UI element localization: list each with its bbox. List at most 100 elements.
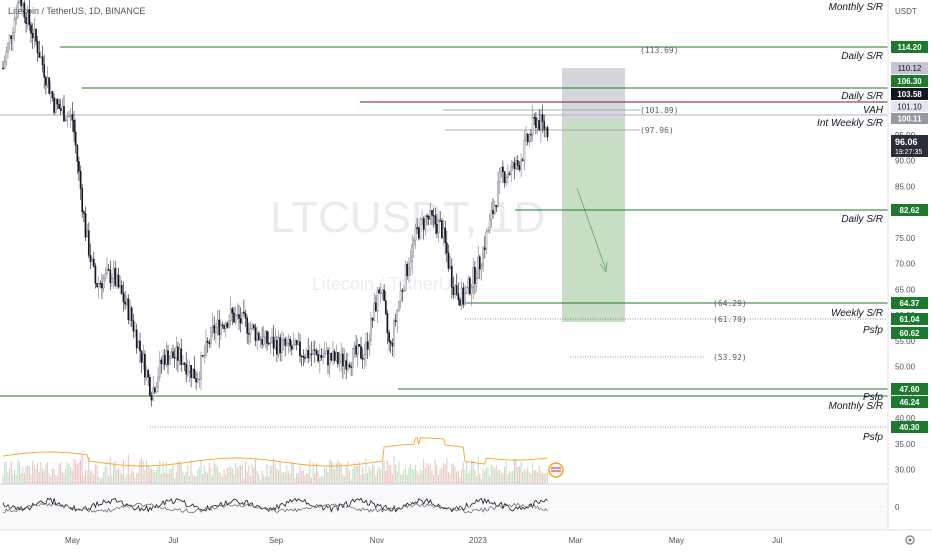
candle-body (342, 353, 344, 367)
volume-bar (81, 453, 83, 484)
candle-body (323, 353, 326, 357)
volume-bar (497, 470, 499, 484)
tag-40-bg (891, 421, 928, 433)
candle-body (447, 252, 450, 269)
volume-bar (104, 466, 106, 484)
volume-bar (185, 471, 187, 484)
volume-bar (89, 470, 91, 484)
candle-body (276, 340, 278, 355)
volume-bar (66, 462, 68, 484)
volume-bar (154, 472, 156, 484)
label-46: Monthly S/R (829, 401, 883, 412)
candle-body (150, 394, 153, 401)
candle-body (518, 165, 521, 170)
candle-body (470, 287, 473, 294)
volume-bar (340, 463, 342, 484)
projection-arrow (576, 187, 607, 271)
volume-bar (466, 461, 468, 484)
volume-bar (149, 467, 151, 484)
candle-body (544, 127, 547, 130)
candle-body (163, 355, 166, 365)
volume-bar (141, 457, 143, 484)
volume-bar (330, 460, 332, 484)
volume-bar (380, 469, 382, 484)
candle-body (520, 159, 522, 170)
candle-body (523, 139, 526, 161)
volume-bar (292, 463, 294, 484)
candle-body (404, 264, 407, 291)
annotation-97: (97.96) (640, 126, 674, 135)
candle-body (507, 173, 509, 179)
candle-body (533, 117, 536, 119)
candle-body (73, 119, 75, 133)
volume-bar (4, 461, 6, 484)
volume-bar (147, 464, 149, 484)
tag-46-bg (891, 396, 928, 408)
candle-body (348, 364, 351, 367)
volume-bar (409, 463, 411, 484)
volume-bar (78, 462, 80, 484)
volume-bar (289, 474, 291, 484)
candle-body (173, 357, 176, 359)
candle-body (356, 344, 359, 355)
candle-body (302, 356, 305, 358)
volume-bar (403, 470, 405, 484)
volume-bar (271, 464, 273, 484)
time-tick: Nov (370, 536, 384, 545)
candle-body (386, 313, 389, 333)
candle-body (294, 339, 296, 345)
volume-bar (523, 468, 525, 484)
candle-body (399, 290, 402, 302)
price-tick: 90.00 (895, 157, 916, 166)
candle-body (434, 215, 437, 225)
candle-body (153, 387, 156, 393)
candle-body (160, 359, 163, 364)
candle-body (56, 99, 59, 105)
volume-bar (540, 471, 542, 484)
volume-bar (492, 466, 494, 484)
candle-body (309, 353, 311, 359)
candle-body (132, 320, 135, 332)
volume-bar (70, 467, 72, 484)
volume-bar (537, 472, 539, 484)
candle-body (299, 341, 301, 356)
candle-body (381, 289, 384, 294)
volume-bar (363, 473, 365, 484)
candle-body (540, 114, 542, 131)
candle-body (401, 290, 404, 292)
settings-gear-icon[interactable] (905, 535, 915, 545)
volume-bar (15, 475, 17, 484)
risk-zone[interactable] (562, 68, 625, 120)
volume-bar (296, 473, 298, 484)
profit-zone[interactable] (562, 120, 625, 322)
price-tags: 114.20 110.12 106.30 103.58 101.10 100.1… (891, 41, 928, 433)
candle-body (188, 365, 191, 372)
candle-body (502, 166, 504, 172)
volume-bar (238, 465, 240, 484)
candle-body (49, 91, 52, 94)
candle-body (477, 256, 480, 280)
plot-background[interactable] (0, 0, 888, 530)
candle-body (99, 283, 102, 285)
candle-body (492, 210, 494, 214)
candle-body (322, 356, 324, 358)
volume-bar (343, 476, 345, 484)
volume-bar (398, 461, 400, 484)
volume-bar (228, 466, 230, 484)
volume-bar (245, 461, 247, 484)
flag-icon[interactable] (548, 462, 564, 478)
candle-body (391, 342, 394, 347)
volume-bar (273, 458, 275, 484)
candle-body (38, 52, 41, 58)
volume-bar (284, 472, 286, 484)
candle-body (175, 346, 178, 359)
candle-body (243, 311, 245, 314)
volume-bar (136, 472, 138, 484)
watermark-name: Litecoin / TetherUS (312, 274, 464, 294)
volume-bar (14, 469, 16, 484)
volume-bar (263, 474, 265, 484)
time-axis[interactable] (0, 530, 932, 550)
volume-bar (274, 463, 276, 484)
volume-bar (385, 470, 387, 484)
candle-body (35, 28, 37, 42)
